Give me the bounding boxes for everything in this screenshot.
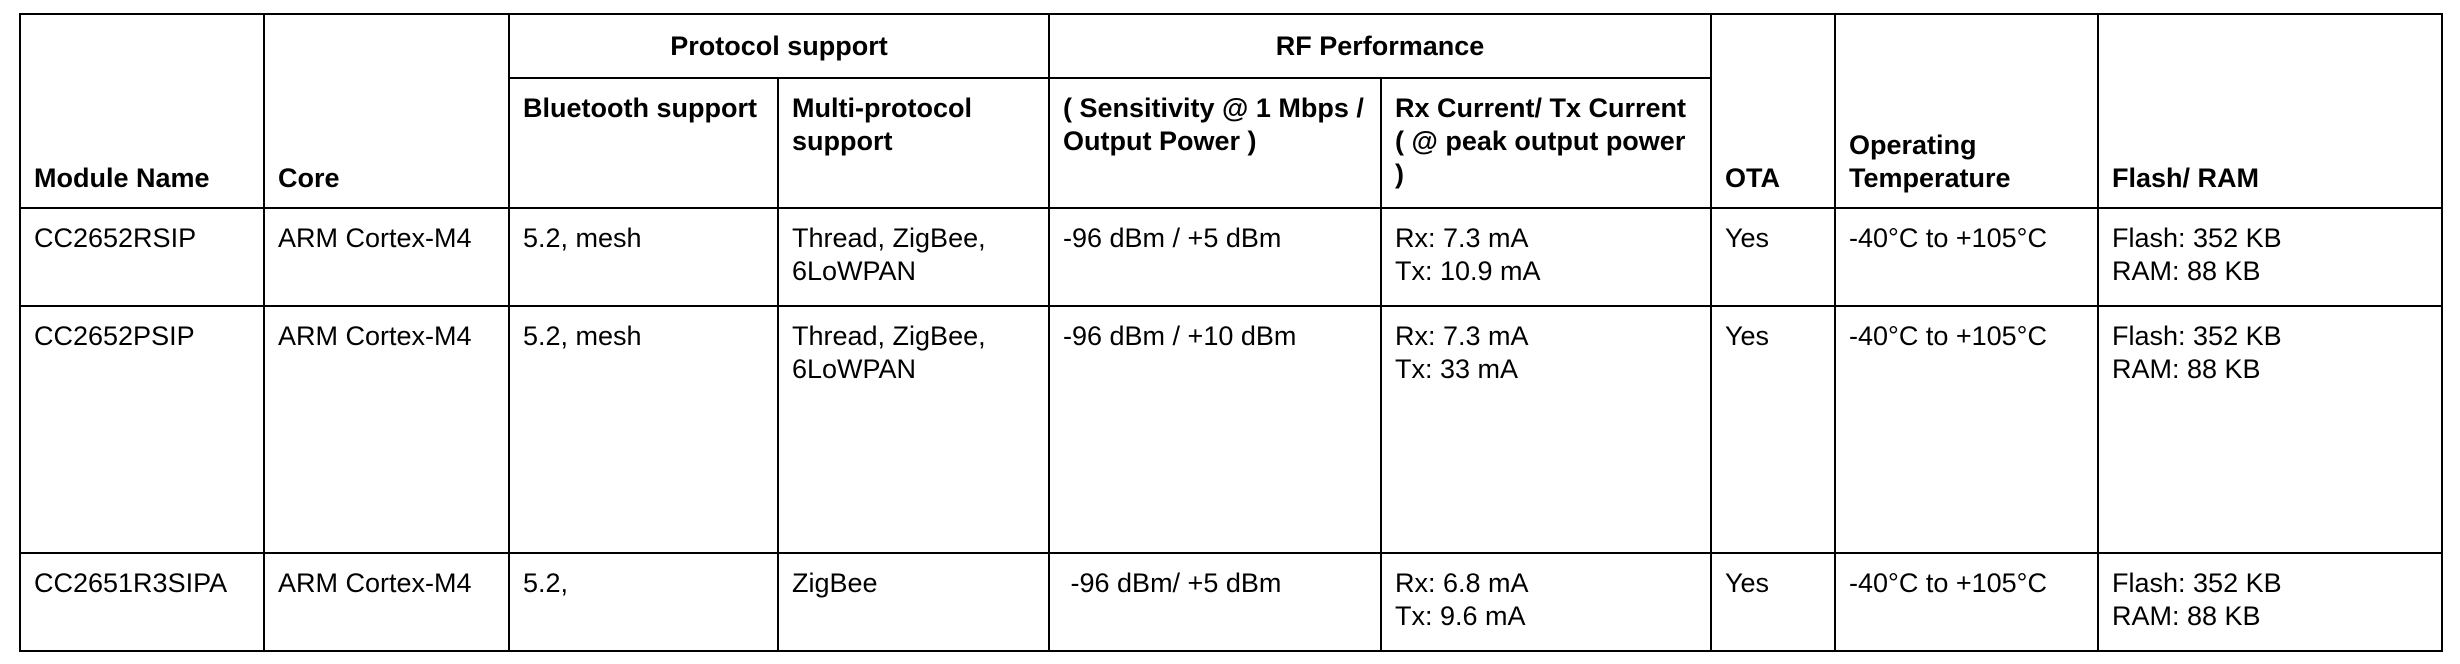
- header-core: Core: [263, 13, 510, 209]
- cell-ota: Yes: [1710, 207, 1837, 307]
- header-group-protocol-support: Protocol support: [508, 13, 1050, 79]
- cell-multi-protocol: ZigBee: [777, 552, 1050, 652]
- cell-bluetooth: 5.2,: [508, 552, 779, 652]
- cell-ota: Yes: [1710, 552, 1837, 652]
- ram-size: RAM: 88 KB: [2112, 601, 2261, 631]
- header-group-rf-performance: RF Performance: [1047, 13, 1713, 79]
- cell-rx-tx-current: Rx: 6.8 mA Tx: 9.6 mA: [1379, 552, 1713, 652]
- rx-current: Rx: 7.3 mA: [1395, 321, 1529, 351]
- cell-module-name: CC2652RSIP: [19, 207, 265, 307]
- header-bluetooth-support: Bluetooth support: [508, 77, 779, 209]
- cell-sensitivity-power: -96 dBm / +10 dBm: [1048, 305, 1382, 554]
- cell-flash-ram: Flash: 352 KB RAM: 88 KB: [2097, 305, 2444, 554]
- tx-current: Tx: 33 mA: [1395, 354, 1519, 384]
- cell-temperature: -40°C to +105°C: [1834, 552, 2100, 652]
- header-sensitivity-output-power: ( Sensitivity @ 1 Mbps / Output Power ): [1048, 77, 1382, 209]
- header-rx-tx-current: Rx Current/ Tx Current ( @ peak output p…: [1379, 77, 1713, 209]
- header-row-groups: Module Name Core Protocol support RF Per…: [19, 13, 2444, 209]
- cell-bluetooth: 5.2, mesh: [508, 207, 779, 307]
- cell-rx-tx-current: Rx: 7.3 mA Tx: 33 mA: [1379, 305, 1713, 554]
- cell-multi-protocol: Thread, ZigBee, 6LoWPAN: [777, 305, 1050, 554]
- header-row-columns: Bluetooth support Multi-protocol support…: [20, 77, 2442, 209]
- ram-size: RAM: 88 KB: [2112, 354, 2261, 384]
- tx-current: Tx: 10.9 mA: [1395, 256, 1541, 286]
- cell-module-name: CC2651R3SIPA: [19, 552, 265, 652]
- table-row: CC2652RSIP ARM Cortex-M4 5.2, mesh Threa…: [19, 207, 2444, 307]
- cell-bluetooth: 5.2, mesh: [508, 305, 779, 554]
- table-row: CC2651R3SIPA ARM Cortex-M4 5.2, ZigBee -…: [19, 552, 2444, 652]
- cell-sensitivity-power: -96 dBm/ +5 dBm: [1048, 552, 1382, 652]
- header-multi-protocol-support: Multi-protocol support: [777, 77, 1050, 209]
- cell-module-name: CC2652PSIP: [19, 305, 265, 554]
- header-ota: OTA: [1710, 13, 1837, 209]
- module-comparison-table: Module Name Core Protocol support RF Per…: [19, 13, 2444, 652]
- cell-sensitivity-power: -96 dBm / +5 dBm: [1048, 207, 1382, 307]
- cell-rx-tx-current: Rx: 7.3 mA Tx: 10.9 mA: [1379, 207, 1713, 307]
- tx-current: Tx: 9.6 mA: [1395, 601, 1526, 631]
- cell-temperature: -40°C to +105°C: [1834, 305, 2100, 554]
- cell-core: ARM Cortex-M4: [263, 305, 510, 554]
- rx-current: Rx: 6.8 mA: [1395, 568, 1529, 598]
- cell-flash-ram: Flash: 352 KB RAM: 88 KB: [2097, 207, 2444, 307]
- flash-size: Flash: 352 KB: [2112, 223, 2282, 253]
- ram-size: RAM: 88 KB: [2112, 256, 2261, 286]
- table-row: CC2652PSIP ARM Cortex-M4 5.2, mesh Threa…: [19, 305, 2444, 554]
- flash-size: Flash: 352 KB: [2112, 568, 2282, 598]
- header-flash-ram: Flash/ RAM: [2097, 13, 2444, 209]
- cell-multi-protocol: Thread, ZigBee, 6LoWPAN: [777, 207, 1050, 307]
- cell-flash-ram: Flash: 352 KB RAM: 88 KB: [2097, 552, 2444, 652]
- cell-ota: Yes: [1710, 305, 1837, 554]
- flash-size: Flash: 352 KB: [2112, 321, 2282, 351]
- rx-current: Rx: 7.3 mA: [1395, 223, 1529, 253]
- cell-temperature: -40°C to +105°C: [1834, 207, 2100, 307]
- cell-core: ARM Cortex-M4: [263, 207, 510, 307]
- header-operating-temperature: Operating Temperature: [1834, 13, 2100, 209]
- header-module-name: Module Name: [19, 13, 265, 209]
- cell-core: ARM Cortex-M4: [263, 552, 510, 652]
